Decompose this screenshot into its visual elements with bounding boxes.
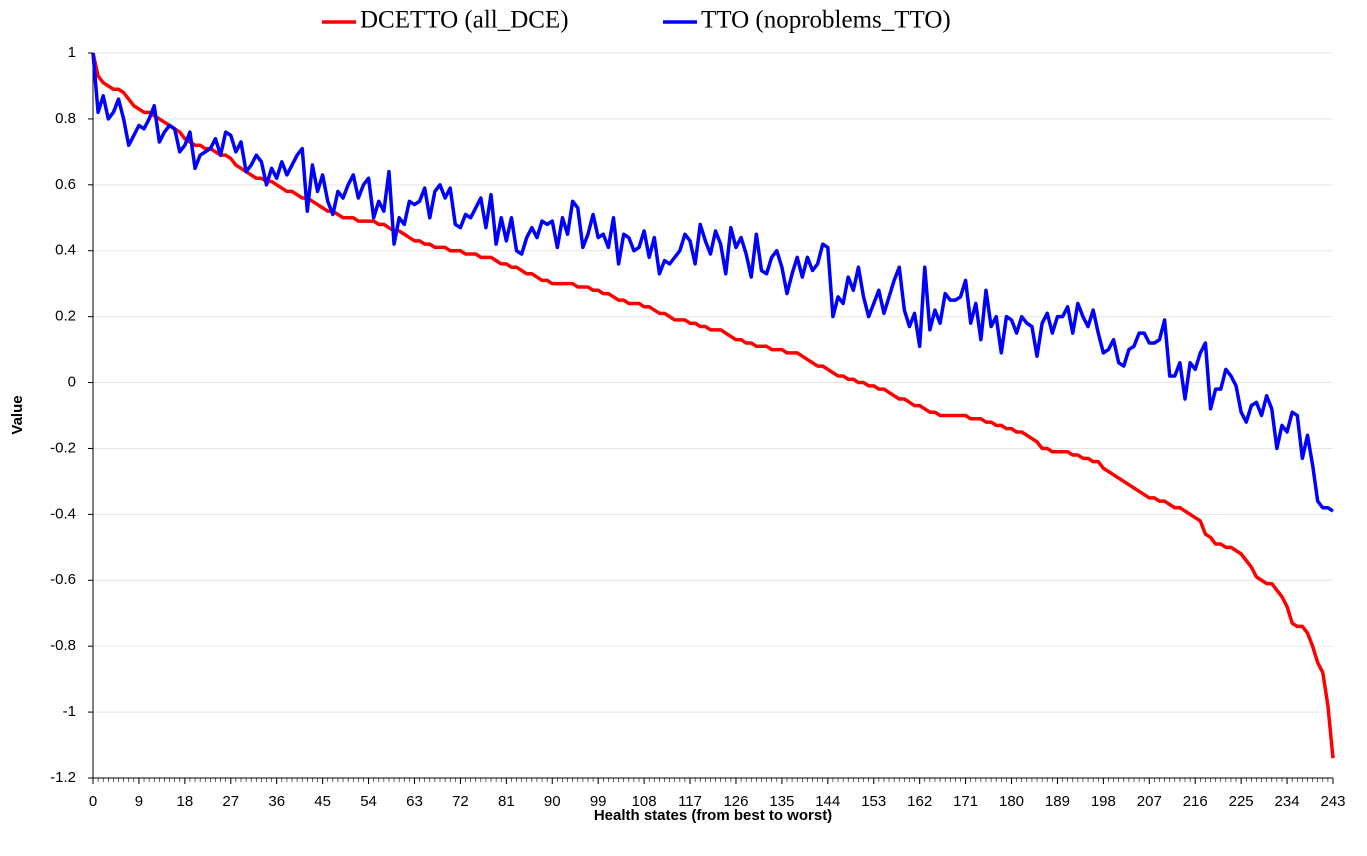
x-tick-label: 171 bbox=[953, 793, 978, 810]
x-tick-label: 0 bbox=[89, 793, 97, 810]
y-tick-label: -1.2 bbox=[50, 769, 76, 786]
x-tick-label: 234 bbox=[1275, 793, 1300, 810]
x-tick-label: 72 bbox=[452, 793, 469, 810]
x-tick-label: 9 bbox=[135, 793, 143, 810]
legend-label: TTO (noproblems_TTO) bbox=[701, 7, 951, 34]
y-tick-label: -0.8 bbox=[50, 637, 76, 654]
x-tick-label: 225 bbox=[1229, 793, 1254, 810]
x-tick-label: 81 bbox=[498, 793, 515, 810]
y-tick-label: -1 bbox=[63, 703, 76, 720]
x-tick-label: 36 bbox=[268, 793, 285, 810]
x-tick-label: 162 bbox=[907, 793, 932, 810]
y-tick-label: 0 bbox=[68, 374, 76, 391]
x-tick-label: 144 bbox=[815, 793, 840, 810]
y-tick-label: -0.4 bbox=[50, 505, 76, 522]
x-tick-label: 54 bbox=[360, 793, 377, 810]
y-tick-label: -0.2 bbox=[50, 439, 76, 456]
x-tick-label: 90 bbox=[544, 793, 561, 810]
x-tick-label: 63 bbox=[406, 793, 423, 810]
x-tick-label: 243 bbox=[1320, 793, 1345, 810]
y-tick-label: 0.4 bbox=[55, 242, 76, 259]
x-tick-label: 189 bbox=[1045, 793, 1070, 810]
x-tick-label: 198 bbox=[1091, 793, 1116, 810]
x-tick-label: 135 bbox=[769, 793, 794, 810]
x-tick-label: 207 bbox=[1137, 793, 1162, 810]
x-tick-label: 180 bbox=[999, 793, 1024, 810]
x-tick-label: 99 bbox=[590, 793, 607, 810]
y-tick-label: 0.2 bbox=[55, 308, 76, 325]
x-tick-label: 108 bbox=[632, 793, 657, 810]
y-tick-label: 0.8 bbox=[55, 110, 76, 127]
x-tick-label: 117 bbox=[678, 793, 702, 810]
x-axis-title: Health states (from best to worst) bbox=[594, 807, 832, 824]
x-tick-label: 126 bbox=[723, 793, 748, 810]
x-tick-label: 18 bbox=[177, 793, 194, 810]
series-line bbox=[91, 52, 1334, 513]
x-tick-label: 216 bbox=[1183, 793, 1208, 810]
x-tick-label: 153 bbox=[861, 793, 886, 810]
y-tick-label: 0.6 bbox=[55, 176, 76, 193]
y-tick-label: 1 bbox=[68, 44, 76, 61]
y-axis-title: Value bbox=[9, 395, 26, 434]
legend-label: DCETTO (all_DCE) bbox=[360, 7, 569, 34]
y-tick-label: -0.6 bbox=[50, 571, 76, 588]
x-tick-label: 45 bbox=[314, 793, 331, 810]
series-line bbox=[91, 52, 1335, 759]
x-tick-label: 27 bbox=[222, 793, 239, 810]
